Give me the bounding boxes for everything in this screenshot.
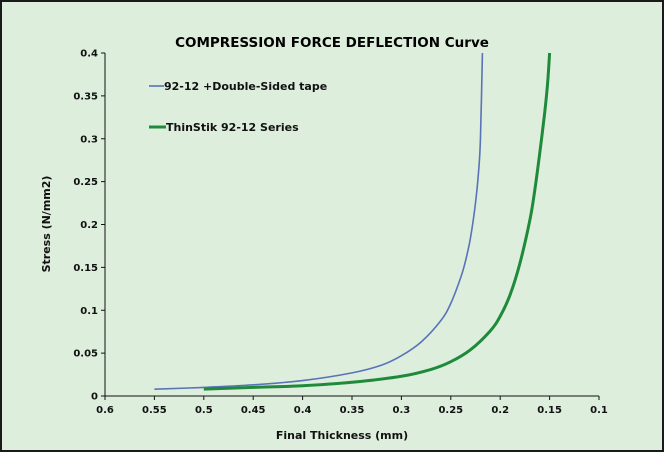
x-tick-label-5: 0.35 — [340, 405, 365, 416]
x-tick-label-6: 0.3 — [393, 405, 411, 416]
x-tick-label-9: 0.15 — [537, 405, 562, 416]
legend-label-series-2: ThinStik 92-12 Series — [166, 121, 299, 134]
y-tick-label-7: 0.35 — [73, 91, 98, 102]
y-ticks: 0 0.05 0.1 0.15 0.2 0.25 0.3 0.35 0.4 — [73, 49, 105, 403]
y-axis-title: Stress (N/mm2) — [40, 176, 53, 273]
x-tick-label-8: 0.2 — [491, 405, 509, 416]
y-tick-label-4: 0.2 — [80, 220, 98, 231]
y-tick-label-3: 0.15 — [73, 263, 98, 274]
y-tick-label-0: 0 — [91, 392, 98, 403]
axes — [104, 53, 599, 397]
x-ticks: 0.6 0.55 0.5 0.45 0.4 0.35 0.3 0.25 0.2 0.15 0.1 — [96, 396, 608, 416]
x-axis-title: Final Thickness (mm) — [276, 429, 408, 442]
series-group — [154, 52, 552, 391]
x-tick-label-3: 0.45 — [241, 405, 266, 416]
series-line-1 — [154, 52, 484, 390]
legend-item-series-1: 92-12 +Double-Sided tape — [149, 80, 327, 93]
y-tick-label-1: 0.05 — [73, 349, 98, 360]
y-tick-label-8: 0.4 — [80, 49, 98, 60]
series-line-2 — [203, 52, 552, 391]
legend-item-series-2: ThinStik 92-12 Series — [149, 121, 299, 134]
x-tick-label-0: 0.6 — [96, 405, 114, 416]
x-tick-label-2: 0.5 — [195, 405, 213, 416]
chart-title: COMPRESSION FORCE DEFLECTION Curve — [175, 35, 489, 51]
y-tick-label-6: 0.3 — [80, 134, 98, 145]
legend-label-series-1: 92-12 +Double-Sided tape — [164, 80, 327, 93]
y-tick-label-5: 0.25 — [73, 177, 98, 188]
x-tick-label-7: 0.25 — [438, 405, 463, 416]
x-tick-label-10: 0.1 — [590, 405, 608, 416]
legend: 92-12 +Double-Sided tape ThinStik 92-12 … — [149, 80, 327, 134]
x-tick-label-1: 0.55 — [142, 405, 167, 416]
x-tick-label-4: 0.4 — [294, 405, 312, 416]
y-tick-label-2: 0.1 — [80, 306, 98, 317]
